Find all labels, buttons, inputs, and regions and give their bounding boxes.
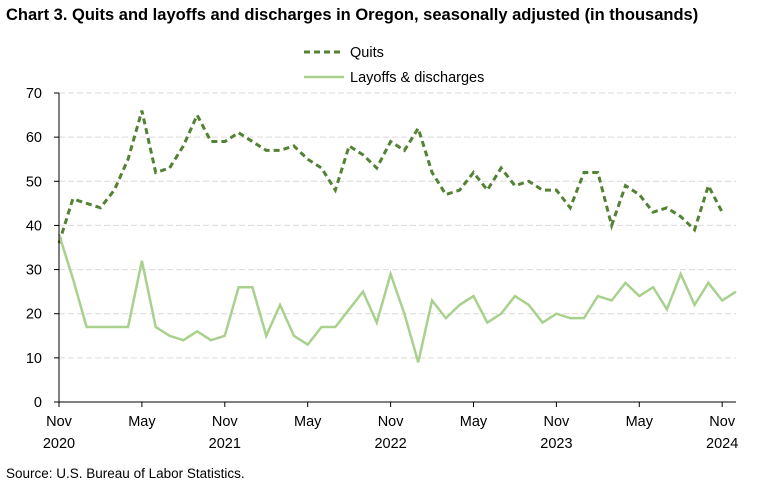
y-tick-label-50: 50 — [26, 174, 42, 190]
chart-title: Chart 3. Quits and layoffs and discharge… — [6, 6, 699, 24]
x-tick-label-month: Nov — [709, 414, 736, 430]
y-tick-label-10: 10 — [26, 351, 42, 367]
legend-label-quits: Quits — [350, 45, 384, 61]
x-tick-label-year: 2020 — [43, 436, 75, 452]
series-line-layoffs — [57, 233, 737, 363]
y-tick-label-30: 30 — [26, 263, 42, 279]
series-points-layoffs — [58, 234, 737, 363]
legend-label-layoffs: Layoffs & discharges — [350, 70, 484, 86]
x-tick-label-month: May — [626, 414, 654, 430]
x-tick-label-month: May — [294, 414, 322, 430]
x-tick-label-year: 2023 — [540, 436, 572, 452]
gridlines — [59, 92, 736, 359]
legend: Quits Layoffs & discharges — [304, 45, 484, 86]
x-tick-label-month: Nov — [46, 414, 73, 430]
series-line-quits — [57, 110, 724, 244]
x-tick-label-month: Nov — [543, 414, 570, 430]
series-points-quits — [58, 110, 723, 244]
y-tick-label-20: 20 — [26, 307, 42, 323]
source-note: Source: U.S. Bureau of Labor Statistics. — [6, 466, 245, 481]
x-tick-label-month: Nov — [212, 414, 239, 430]
y-tick-label-70: 70 — [26, 86, 42, 102]
y-tick-label-0: 0 — [34, 395, 42, 411]
x-tick-label-month: May — [460, 414, 488, 430]
series-lines — [57, 110, 737, 363]
axes: 0 10 20 30 40 50 60 70 Nov 2020 May Nov 2021 May Nov 20… — [26, 86, 738, 452]
x-tick-label-year: 2022 — [374, 436, 406, 452]
x-tick-label-year: 2021 — [209, 436, 241, 452]
y-tick-label-60: 60 — [26, 130, 42, 146]
x-tick-label-month: Nov — [378, 414, 405, 430]
y-tick-label-40: 40 — [26, 218, 42, 234]
x-tick-label-year: 2024 — [706, 436, 738, 452]
x-tick-label-month: May — [128, 414, 156, 430]
